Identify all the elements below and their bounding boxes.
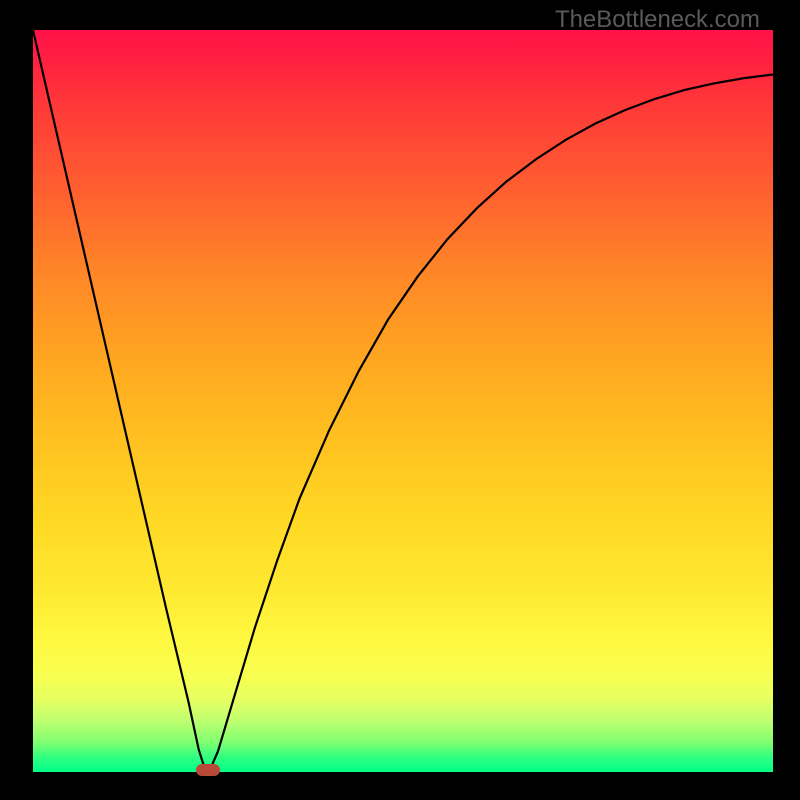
- chart-root: { "canvas": { "width": 800, "height": 80…: [0, 0, 800, 800]
- minimum-marker: [196, 764, 220, 776]
- bottleneck-curve: [33, 30, 773, 772]
- curve-svg: [0, 0, 800, 800]
- watermark-text: TheBottleneck.com: [555, 6, 760, 34]
